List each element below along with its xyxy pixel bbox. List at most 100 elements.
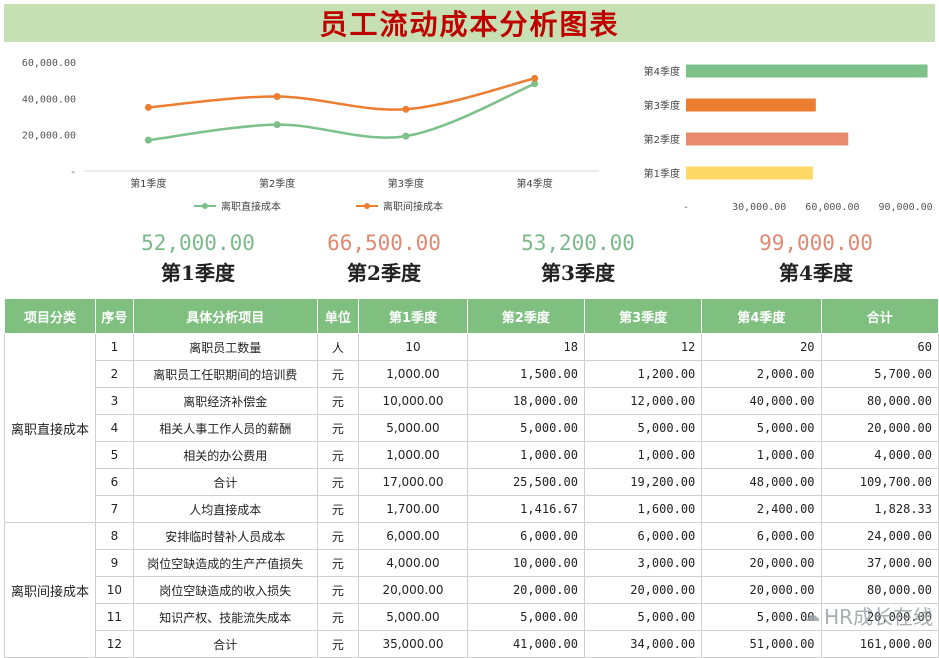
q3-cell: 3,000.00 [583,549,703,577]
table-row: 6 合计元 17,000.00 25,500.00 19,200.00 48,000.00… [5,468,939,496]
y-tick-label: 60,000.00 [22,58,76,69]
q3-cell: 1,000.00 [583,441,703,469]
q4-cell: 51,000.00 [701,630,822,658]
header-cell: 项目分类 [3,298,97,334]
unit-cell: 元 [316,576,360,604]
q3-cell: 34,000.00 [583,630,703,658]
table-row: 5 相关的办公费用元 1,000.00 1,000.00 1,000.00 1,000.0… [5,441,939,469]
y-category-label: 第2季度 [644,133,680,146]
kpi-q2: 66,500.00 第2季度 [284,228,484,288]
total-cell: 80,000.00 [820,576,939,604]
unit-cell: 元 [316,414,360,442]
x-tick-label: 第2季度 [259,177,295,190]
q3-cell: 6,000.00 [583,522,703,550]
q1-cell: 4,000.00 [358,549,468,577]
kpi-value: 66,500.00 [327,231,441,255]
data-point [144,103,152,111]
kpi-value: 99,000.00 [759,231,873,255]
item-cell: 相关人事工作人员的薪酬 [132,414,318,442]
kpi-value: 53,200.00 [521,231,635,255]
item-cell: 相关的办公费用 [132,441,318,469]
y-category-label: 第1季度 [644,167,680,180]
unit-cell: 元 [316,603,360,631]
header-cell: 序号 [95,298,134,334]
line-chart: - 20,000.00 40,000.00 60,000.00 第1季度 第2季度 第3季度… [22,58,599,213]
unit-cell: 元 [316,360,360,388]
index-cell: 3 [95,387,134,415]
legend-label: 离职直接成本 [221,200,281,213]
q3-cell: 5,000.00 [583,414,703,442]
series-line-1 [148,82,536,142]
q4-cell: 48,000.00 [701,468,822,496]
q4-cell: 20,000.00 [701,576,822,604]
total-cell: 1,828.33 [820,495,939,523]
q3-cell: 1,600.00 [583,495,703,523]
q4-cell: 6,000.00 [701,522,822,550]
item-cell: 安排临时替补人员成本 [132,522,318,550]
table-row: 7 人均直接成本元 1,700.00 1,416.67 1,600.00 2,400.00… [5,495,939,523]
q4-cell: 2,400.00 [701,495,822,523]
table-row: 2 离职员工任职期间的培训费元 1,000.00 1,500.00 1,200.00 2,… [5,360,939,388]
unit-cell: 元 [316,468,360,496]
kpi-label: 第3季度 [541,261,615,285]
index-cell: 1 [95,333,134,361]
bar-q2 [686,132,849,146]
data-point [144,136,152,144]
q1-cell: 1,000.00 [358,360,468,388]
bar-chart: 第1季度 第2季度 第3季度 第4季度 - 30,000.00 60,000.00 90,00… [644,64,933,213]
q2-cell: 41,000.00 [466,630,585,658]
index-cell: 10 [95,576,134,604]
x-tick-label: - [683,202,689,213]
total-cell: 80,000.00 [820,387,939,415]
header-cell: 第2季度 [466,298,585,334]
category-cell: 离职间接成本 [3,522,97,658]
total-cell: 109,700.00 [820,468,939,496]
total-cell: 37,000.00 [820,549,939,577]
unit-cell: 元 [316,495,360,523]
item-cell: 合计 [132,468,318,496]
q1-cell: 1,000.00 [358,441,468,469]
table-body: 离职直接成本 1 离职员工数量人 10 18 12 20 60 2 离职员工任职期间的培训费元 1,… [3,333,939,658]
unit-cell: 元 [316,522,360,550]
table-row: 3 离职经济补偿金元 10,000.00 18,000.00 12,000.00 40,0… [5,387,939,415]
unit-cell: 元 [316,630,360,658]
data-point [273,121,281,129]
q1-cell: 1,700.00 [358,495,468,523]
total-cell: 5,700.00 [820,360,939,388]
q3-cell: 20,000.00 [583,576,703,604]
unit-cell: 人 [316,333,360,361]
data-point [273,93,281,101]
q4-cell: 40,000.00 [701,387,822,415]
index-cell: 8 [95,522,134,550]
y-tick-label: 20,000.00 [22,131,76,142]
kpi-value: 52,000.00 [141,231,255,255]
q4-cell: 20,000.00 [701,549,822,577]
y-tick-label: 40,000.00 [22,94,76,105]
q4-cell: 2,000.00 [701,360,822,388]
q2-cell: 25,500.00 [466,468,585,496]
index-cell: 12 [95,630,134,658]
q1-cell: 10,000.00 [358,387,468,415]
x-tick-label: 60,000.00 [805,202,859,213]
q1-cell: 20,000.00 [358,576,468,604]
q2-cell: 18 [466,333,585,361]
bar-q3 [686,98,816,112]
data-point [531,80,539,88]
q1-cell: 10 [358,333,468,361]
legend-label: 离职间接成本 [383,200,443,213]
total-cell: 161,000.00 [820,630,939,658]
table-row: 离职间接成本 8 安排临时替补人员成本元 6,000.00 6,000.00 6,000.… [3,522,939,658]
q2-cell: 1,416.67 [466,495,585,523]
y-tick-label: - [70,167,76,178]
q3-cell: 5,000.00 [583,603,703,631]
q1-cell: 6,000.00 [358,522,468,550]
q3-cell: 1,200.00 [583,360,703,388]
y-category-label: 第4季度 [644,65,680,78]
q2-cell: 1,500.00 [466,360,585,388]
table-row: 离职直接成本 1 离职员工数量人 10 18 12 20 60 [3,333,939,523]
q2-cell: 10,000.00 [466,549,585,577]
q1-cell: 35,000.00 [358,630,468,658]
total-cell: 20,000.00 [820,414,939,442]
q2-cell: 5,000.00 [466,414,585,442]
bar-q1 [686,166,813,180]
